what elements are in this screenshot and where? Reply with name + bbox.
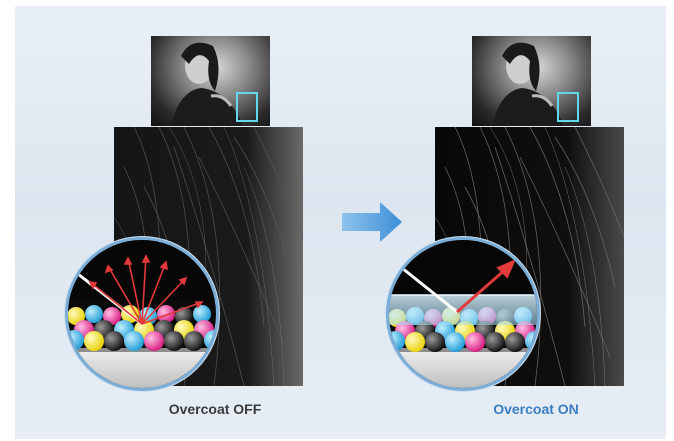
comparison-card: Overcoat OFF (15, 6, 666, 439)
zoom-highlight-box (236, 92, 258, 122)
overcoat-off-panel: Overcoat OFF (15, 6, 345, 439)
overcoat-on-panel: Overcoat ON (336, 6, 666, 439)
overcoat-off-caption: Overcoat OFF (168, 401, 262, 417)
overcoat-on-caption: Overcoat ON (493, 401, 579, 417)
portrait-thumbnail (472, 36, 591, 126)
pigment-layer-diagram-on (386, 237, 540, 391)
zoom-highlight-box (557, 92, 579, 122)
portrait-thumbnail (151, 36, 270, 126)
right-arrow-icon (342, 202, 404, 247)
pigment-layer-diagram-off (65, 237, 219, 391)
